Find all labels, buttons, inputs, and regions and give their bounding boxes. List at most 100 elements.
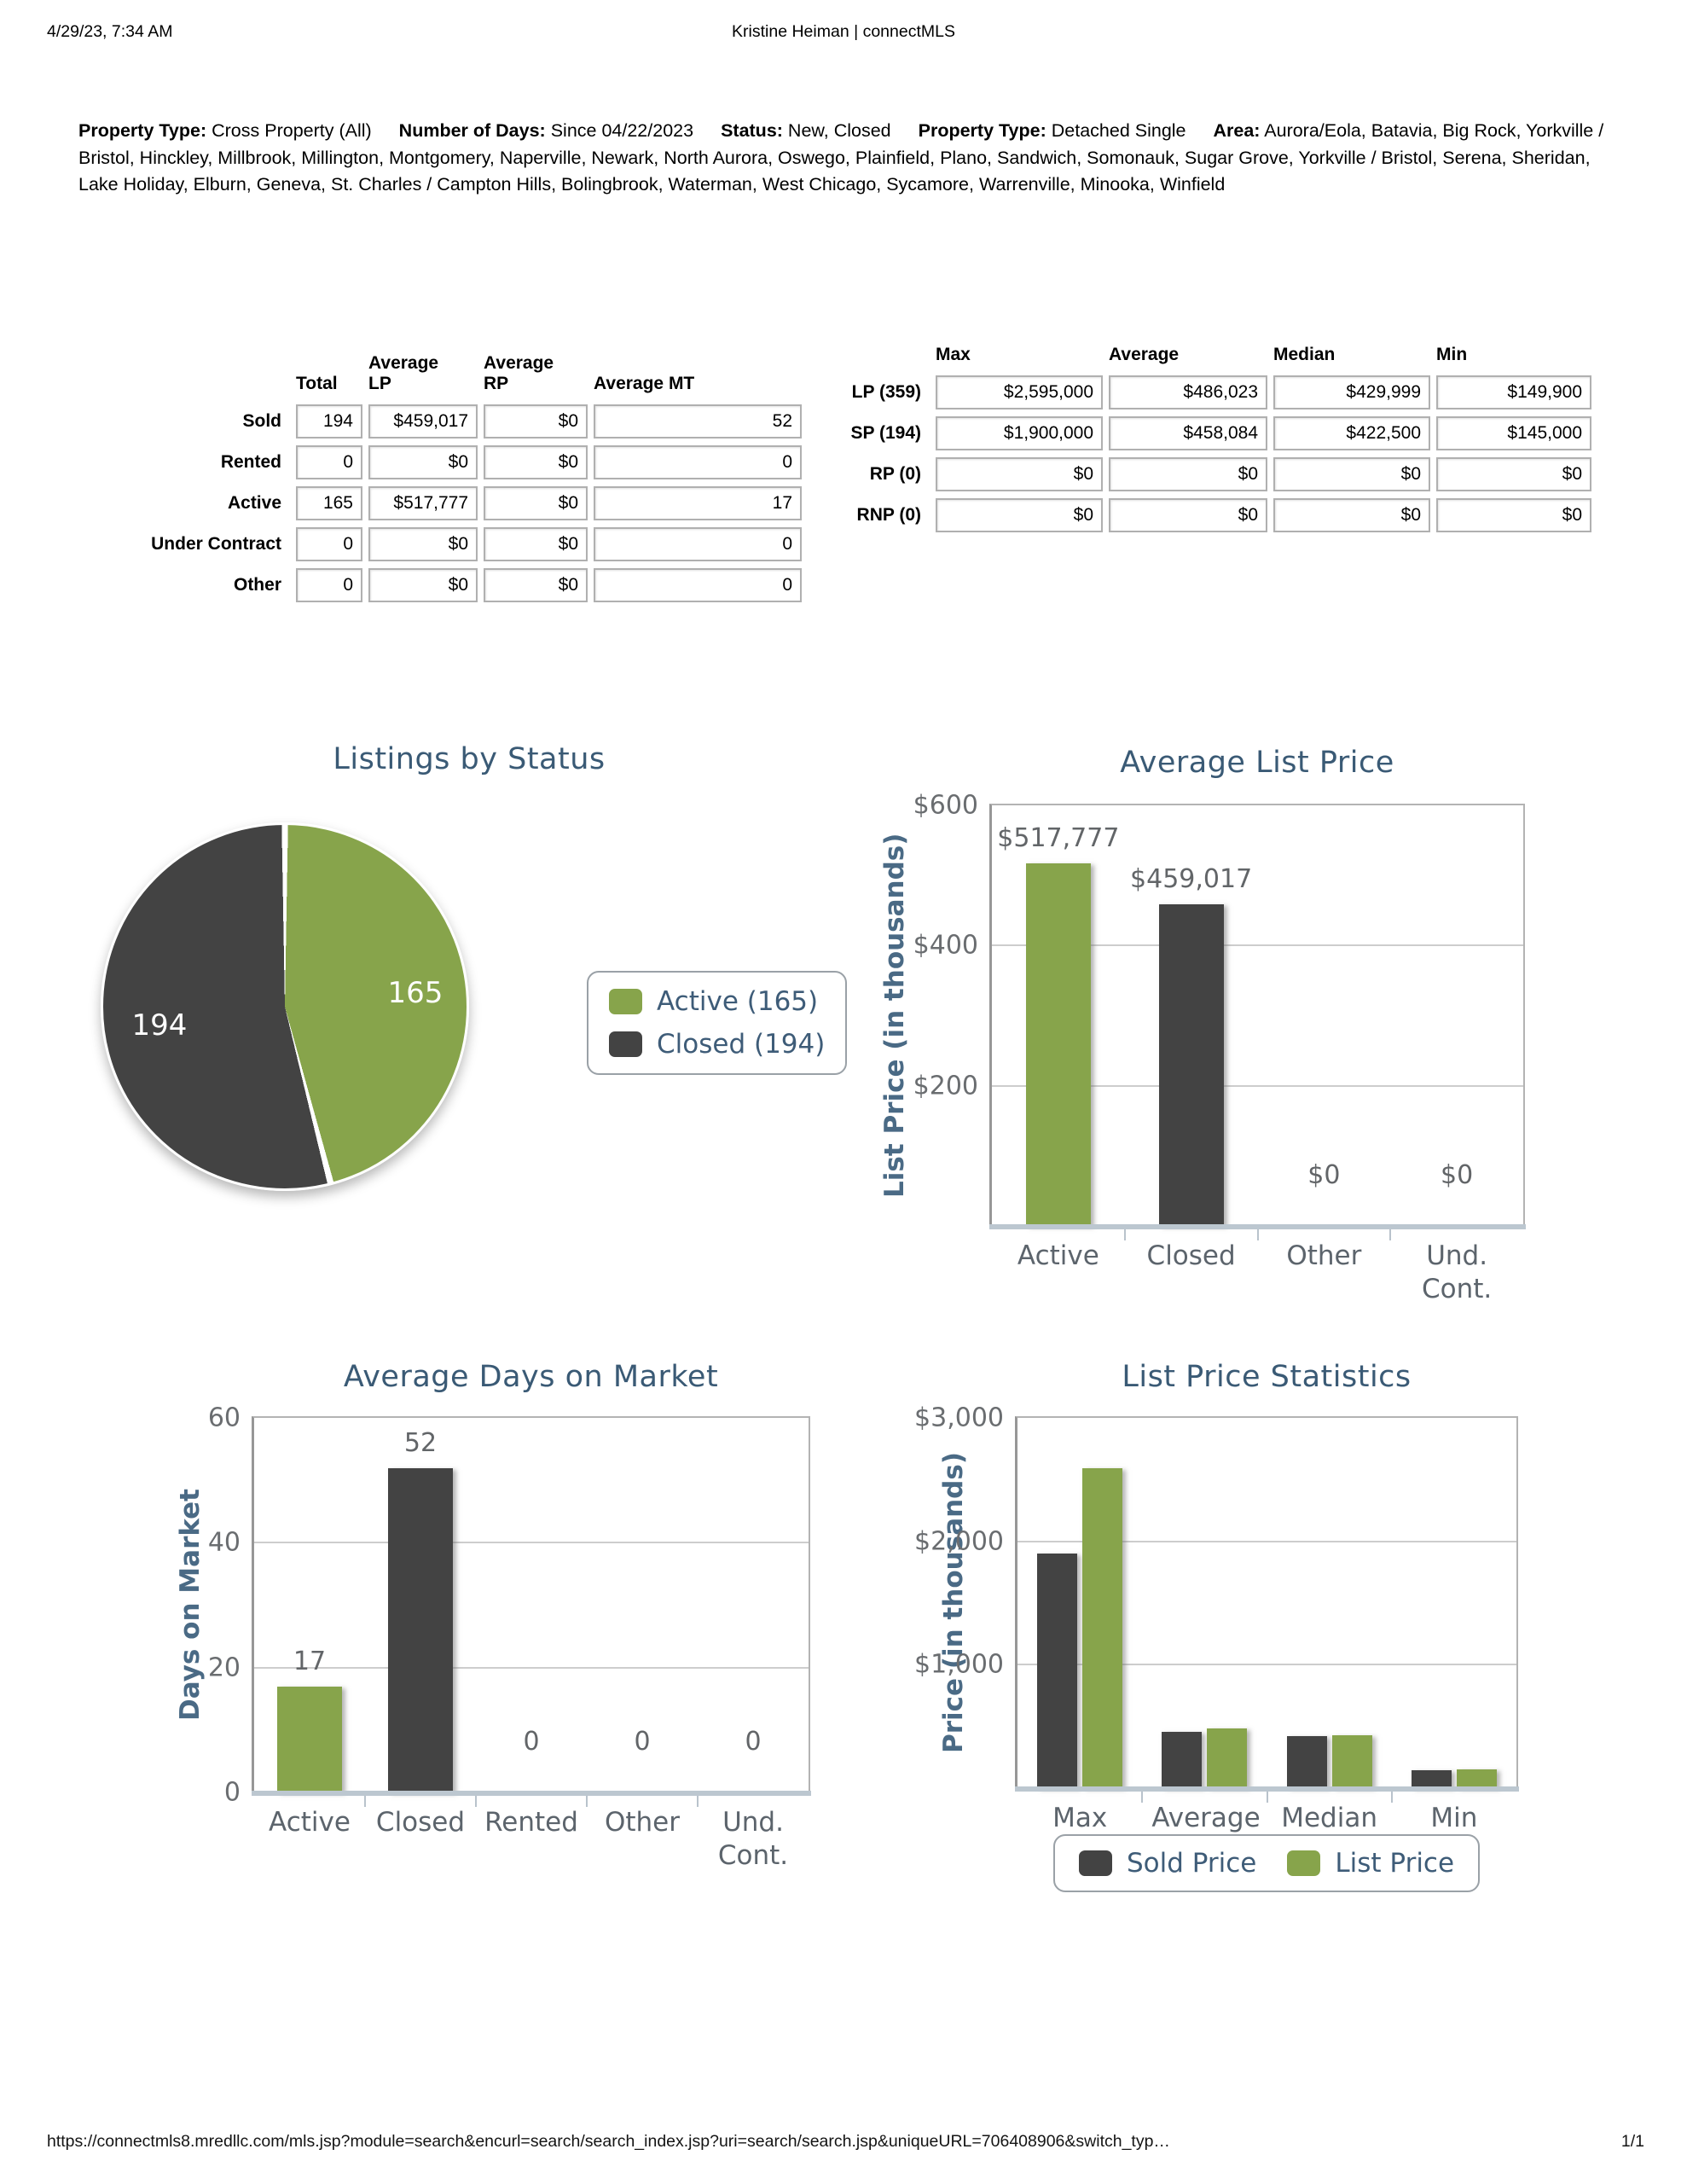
legend-item: Sold Price: [1078, 1848, 1256, 1879]
legend-item: List Price: [1287, 1848, 1454, 1879]
x-axis-tick: [1390, 1791, 1393, 1803]
status-summary-table: Total Average LP Average RP Average MT S…: [96, 341, 802, 602]
table-cell: 52: [594, 404, 802, 439]
y-axis-label: Days on Market: [175, 1489, 206, 1722]
bar-legend-wrap: Sold Price List Price: [1015, 1834, 1518, 1892]
table-cell: $145,000: [1436, 416, 1591, 450]
price-statistics-table: Max Average Median Min LP (359) $2,595,00…: [827, 341, 1591, 532]
table-cell: $0: [1273, 498, 1430, 532]
x-category-label: Average: [1151, 1803, 1261, 1833]
y-tick-label: $2,000: [914, 1526, 1004, 1557]
x-axis-tick: [1256, 1228, 1259, 1240]
table-cell: $0: [368, 445, 478, 479]
criteria-label: Property Type:: [78, 120, 207, 141]
x-axis-tick: [697, 1795, 699, 1807]
x-axis-tick: [364, 1795, 366, 1807]
x-category-label: Rented: [484, 1807, 578, 1838]
page-footer: https://connectmls8.mredllc.com/mls.jsp?…: [47, 2132, 1644, 2152]
row-label: RP (0): [869, 464, 921, 484]
x-axis-tick: [586, 1795, 588, 1807]
bar: [1286, 1735, 1327, 1788]
page-number: 1/1: [1620, 2132, 1644, 2151]
status-pie: 165 194: [101, 822, 469, 1191]
table-cell: 0: [296, 527, 362, 561]
bar: [1331, 1734, 1372, 1788]
table-cell: $517,777: [368, 486, 478, 520]
bar-value-label: 0: [634, 1727, 651, 1757]
bar-value-label: 0: [745, 1727, 762, 1757]
legend-swatch: [609, 989, 642, 1014]
criteria-value: Detached Single: [1051, 120, 1186, 141]
gridline: [1017, 1540, 1516, 1542]
criteria-label: Area:: [1213, 120, 1261, 141]
bar-value-label: 0: [523, 1727, 540, 1757]
average-list-price-plot: $600 $400 $200 $517,777 $459,017 $0 $0 Active Cl…: [913, 791, 1526, 1304]
table-cell: $0: [1436, 498, 1591, 532]
y-tick-label: 40: [207, 1527, 241, 1558]
table-cell: $0: [484, 527, 588, 561]
column-header: Average MT: [594, 374, 695, 393]
y-tick-label: $600: [913, 790, 978, 821]
table-cell: 0: [594, 527, 802, 561]
bar: [1037, 1554, 1078, 1788]
chart-title: List Price Statistics: [1122, 1360, 1412, 1394]
y-tick-label: $400: [913, 930, 978, 961]
gridline: [254, 1666, 809, 1669]
criteria-value: Aurora/Eola, Batavia, Big Rock, Yorkvill…: [78, 120, 1604, 195]
bar-value-label: $0: [1307, 1160, 1341, 1190]
table-cell: $0: [1109, 457, 1267, 491]
y-tick-label: $1,000: [914, 1649, 1004, 1680]
table-cell: $0: [936, 498, 1103, 532]
row-label: Sold: [242, 411, 282, 431]
bar: [1082, 1467, 1123, 1788]
bar: [1025, 863, 1091, 1226]
user-and-app-title: Kristine Heiman | connectMLS: [732, 22, 955, 41]
pie-slice-label: 165: [387, 975, 443, 1010]
y-tick-label: 0: [223, 1777, 241, 1808]
x-category-label: Min: [1430, 1803, 1478, 1833]
column-header: Average LP: [368, 353, 439, 393]
column-header: Max: [936, 345, 971, 364]
y-tick-label: $200: [913, 1071, 978, 1101]
x-category-label: Max: [1052, 1803, 1108, 1833]
table-cell: 0: [594, 568, 802, 602]
x-category-label: Other: [1286, 1240, 1362, 1271]
bar-value-label: 52: [403, 1427, 438, 1458]
bar-value-label: $459,017: [1130, 863, 1253, 894]
search-criteria: Property Type: Cross Property (All) Numb…: [78, 118, 1610, 199]
chart-title: Average Days on Market: [343, 1360, 719, 1394]
table-cell: $0: [1436, 457, 1591, 491]
criteria-value: Cross Property (All): [212, 120, 372, 141]
list-price-statistics-chart: List Price Statistics Price (in thousand…: [853, 1334, 1612, 2102]
bar: [1162, 1731, 1203, 1788]
column-header: Average RP: [484, 353, 554, 393]
criteria-label: Number of Days:: [398, 120, 546, 141]
bar-value-label: $517,777: [997, 822, 1120, 853]
legend-label: Active (165): [657, 986, 819, 1017]
x-category-label: Active: [269, 1807, 351, 1838]
y-tick-label: 20: [207, 1653, 241, 1683]
bar: [1158, 903, 1224, 1226]
x-category-label: Closed: [1146, 1240, 1236, 1271]
x-axis-baseline: [252, 1791, 811, 1796]
table-cell: $2,595,000: [936, 375, 1103, 410]
y-tick-label: 60: [207, 1403, 241, 1433]
average-list-price-chart: Average List Price List Price (in thousa…: [853, 727, 1612, 1334]
criteria-label: Property Type:: [918, 120, 1046, 141]
empty-corner-cell: [827, 341, 930, 369]
table-cell: $429,999: [1273, 375, 1430, 410]
table-cell: $1,900,000: [936, 416, 1103, 450]
criteria-value: Since 04/22/2023: [550, 120, 694, 141]
y-tick-label: $3,000: [914, 1403, 1004, 1433]
gridline: [1017, 1664, 1516, 1666]
table-cell: 0: [296, 445, 362, 479]
table-cell: 17: [594, 486, 802, 520]
table-cell: $0: [936, 457, 1103, 491]
table-cell: $0: [484, 486, 588, 520]
table-cell: 194: [296, 404, 362, 439]
x-axis-tick: [475, 1795, 477, 1807]
table-cell: 0: [594, 445, 802, 479]
column-header: Total: [296, 374, 338, 393]
table-cell: $0: [1109, 498, 1267, 532]
x-category-label: Und. Cont.: [717, 1807, 789, 1871]
